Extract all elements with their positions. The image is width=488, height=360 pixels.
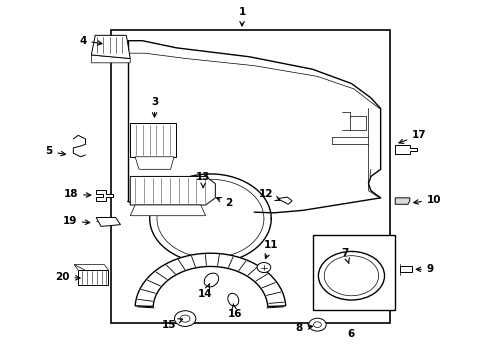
Bar [312, 235, 394, 310]
Text: 13: 13 [196, 172, 210, 188]
Circle shape [308, 318, 325, 331]
Text: 20: 20 [55, 272, 80, 282]
Polygon shape [96, 217, 120, 226]
Text: 2: 2 [216, 198, 232, 208]
Text: 3: 3 [151, 97, 158, 117]
Polygon shape [135, 157, 174, 169]
Text: 17: 17 [398, 130, 426, 143]
Polygon shape [130, 205, 205, 216]
Text: 16: 16 [227, 304, 242, 319]
Text: 5: 5 [45, 147, 65, 157]
Text: 11: 11 [264, 240, 278, 258]
Text: 10: 10 [413, 195, 441, 204]
Text: 6: 6 [347, 329, 354, 339]
Polygon shape [399, 266, 411, 272]
Circle shape [180, 315, 190, 322]
Circle shape [313, 322, 321, 328]
Text: 15: 15 [162, 319, 182, 330]
Polygon shape [130, 176, 215, 205]
Polygon shape [277, 197, 291, 204]
Polygon shape [91, 55, 130, 63]
Text: 14: 14 [198, 284, 212, 299]
Circle shape [174, 311, 196, 327]
Text: 9: 9 [415, 264, 433, 274]
Polygon shape [91, 35, 130, 59]
Circle shape [324, 256, 378, 296]
Polygon shape [96, 190, 113, 201]
Ellipse shape [204, 273, 218, 287]
Bar [111, 30, 389, 323]
Circle shape [318, 251, 384, 300]
Ellipse shape [227, 293, 238, 306]
Text: 18: 18 [63, 189, 91, 199]
Text: 8: 8 [295, 323, 312, 333]
Polygon shape [78, 270, 108, 285]
Text: 7: 7 [341, 248, 348, 264]
Text: 19: 19 [62, 216, 90, 226]
Text: 1: 1 [238, 8, 245, 26]
Circle shape [257, 262, 270, 273]
Polygon shape [394, 198, 409, 204]
Polygon shape [394, 145, 416, 154]
Polygon shape [135, 253, 285, 306]
Polygon shape [130, 123, 176, 157]
Text: 4: 4 [79, 36, 102, 46]
Text: 12: 12 [259, 189, 279, 201]
